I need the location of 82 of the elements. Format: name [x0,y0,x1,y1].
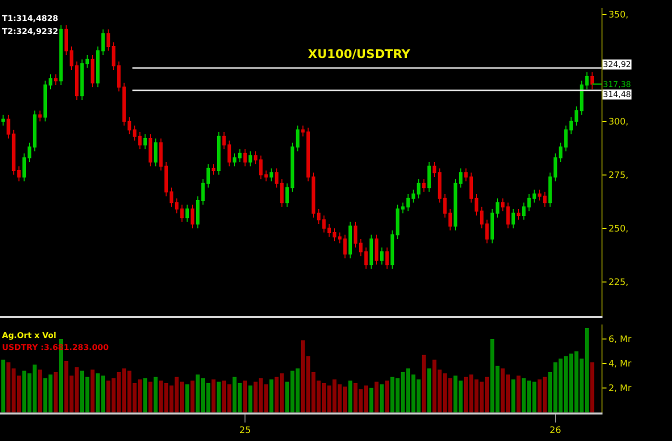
y-tick-label: 250, [608,224,628,234]
bar [385,380,390,412]
y-tick-label: 225, [608,278,628,288]
y-tick-label: 4, Mr [608,360,632,370]
y-tick-label: 350, [608,10,628,21]
candlestick [159,138,163,172]
bar [154,376,158,412]
candlestick [590,72,594,90]
candlestick [516,208,520,220]
candlestick [522,202,526,220]
candlestick [301,125,305,137]
candlestick [427,161,431,192]
candlestick [148,134,152,167]
candlestick [370,234,374,270]
y-tick-label: 275, [608,170,628,181]
candlestick [216,132,221,176]
bar [212,379,216,412]
bar [511,379,516,412]
candlestick [96,46,100,88]
bar [190,380,194,412]
candlestick [32,110,36,152]
bar [38,370,42,412]
candlestick [264,170,268,182]
candlestick [458,168,462,188]
candlestick [270,168,274,182]
candlestick [380,247,384,266]
candlestick [512,208,516,229]
candlestick [6,114,10,139]
bar [369,388,374,412]
bar [143,378,148,412]
candlestick [54,74,58,86]
bar [516,376,521,412]
candlestick [38,110,42,122]
candlestick [143,134,147,150]
bar [1,360,6,412]
candlestick [348,221,352,259]
annotation: Ag.Ort x Vol [2,331,57,340]
bar [269,379,274,412]
candlestick [454,178,458,231]
bar [427,368,432,412]
annotation: T1:314,4828 [2,14,59,23]
candlestick [296,125,300,152]
candlestick [106,28,110,52]
candlestick [90,54,94,88]
candlestick [1,114,5,126]
candlestick [364,247,368,270]
candlestick [59,24,63,86]
x-tick-label: 26 [550,426,562,436]
candlestick [248,150,252,167]
annotation: T2:324,9232 [2,27,58,36]
bar [148,382,152,412]
bar [216,382,221,412]
bar [243,380,248,412]
candlestick [101,28,105,56]
text: XU100/USDTRY [308,47,411,61]
candlestick [448,208,452,231]
y-tick-label: 6, Mr [608,335,632,346]
y-tick-label: 2, Mr [608,384,632,394]
candlestick [212,164,216,176]
candlestick [506,202,510,229]
bar [380,384,384,412]
bar [422,354,426,412]
candlestick [374,234,378,266]
bar [248,385,252,412]
candlestick [416,178,420,199]
candlestick [243,148,247,167]
candlestick [500,198,505,212]
text: 317,38 [603,80,631,89]
bar [590,362,594,412]
candlestick [432,161,436,178]
y-tick-label: 300, [608,118,628,128]
x-tick-label: 25 [239,426,251,436]
ref-line-label: 314,48 [603,90,631,99]
candlestick [185,204,190,222]
candlestick [390,230,394,270]
candlestick [190,204,194,229]
ref-line-label: 324,92 [603,60,631,69]
bar [90,370,95,412]
candlestick [422,178,426,192]
candlestick [385,247,389,270]
bar [374,382,379,412]
candlestick [154,138,158,167]
